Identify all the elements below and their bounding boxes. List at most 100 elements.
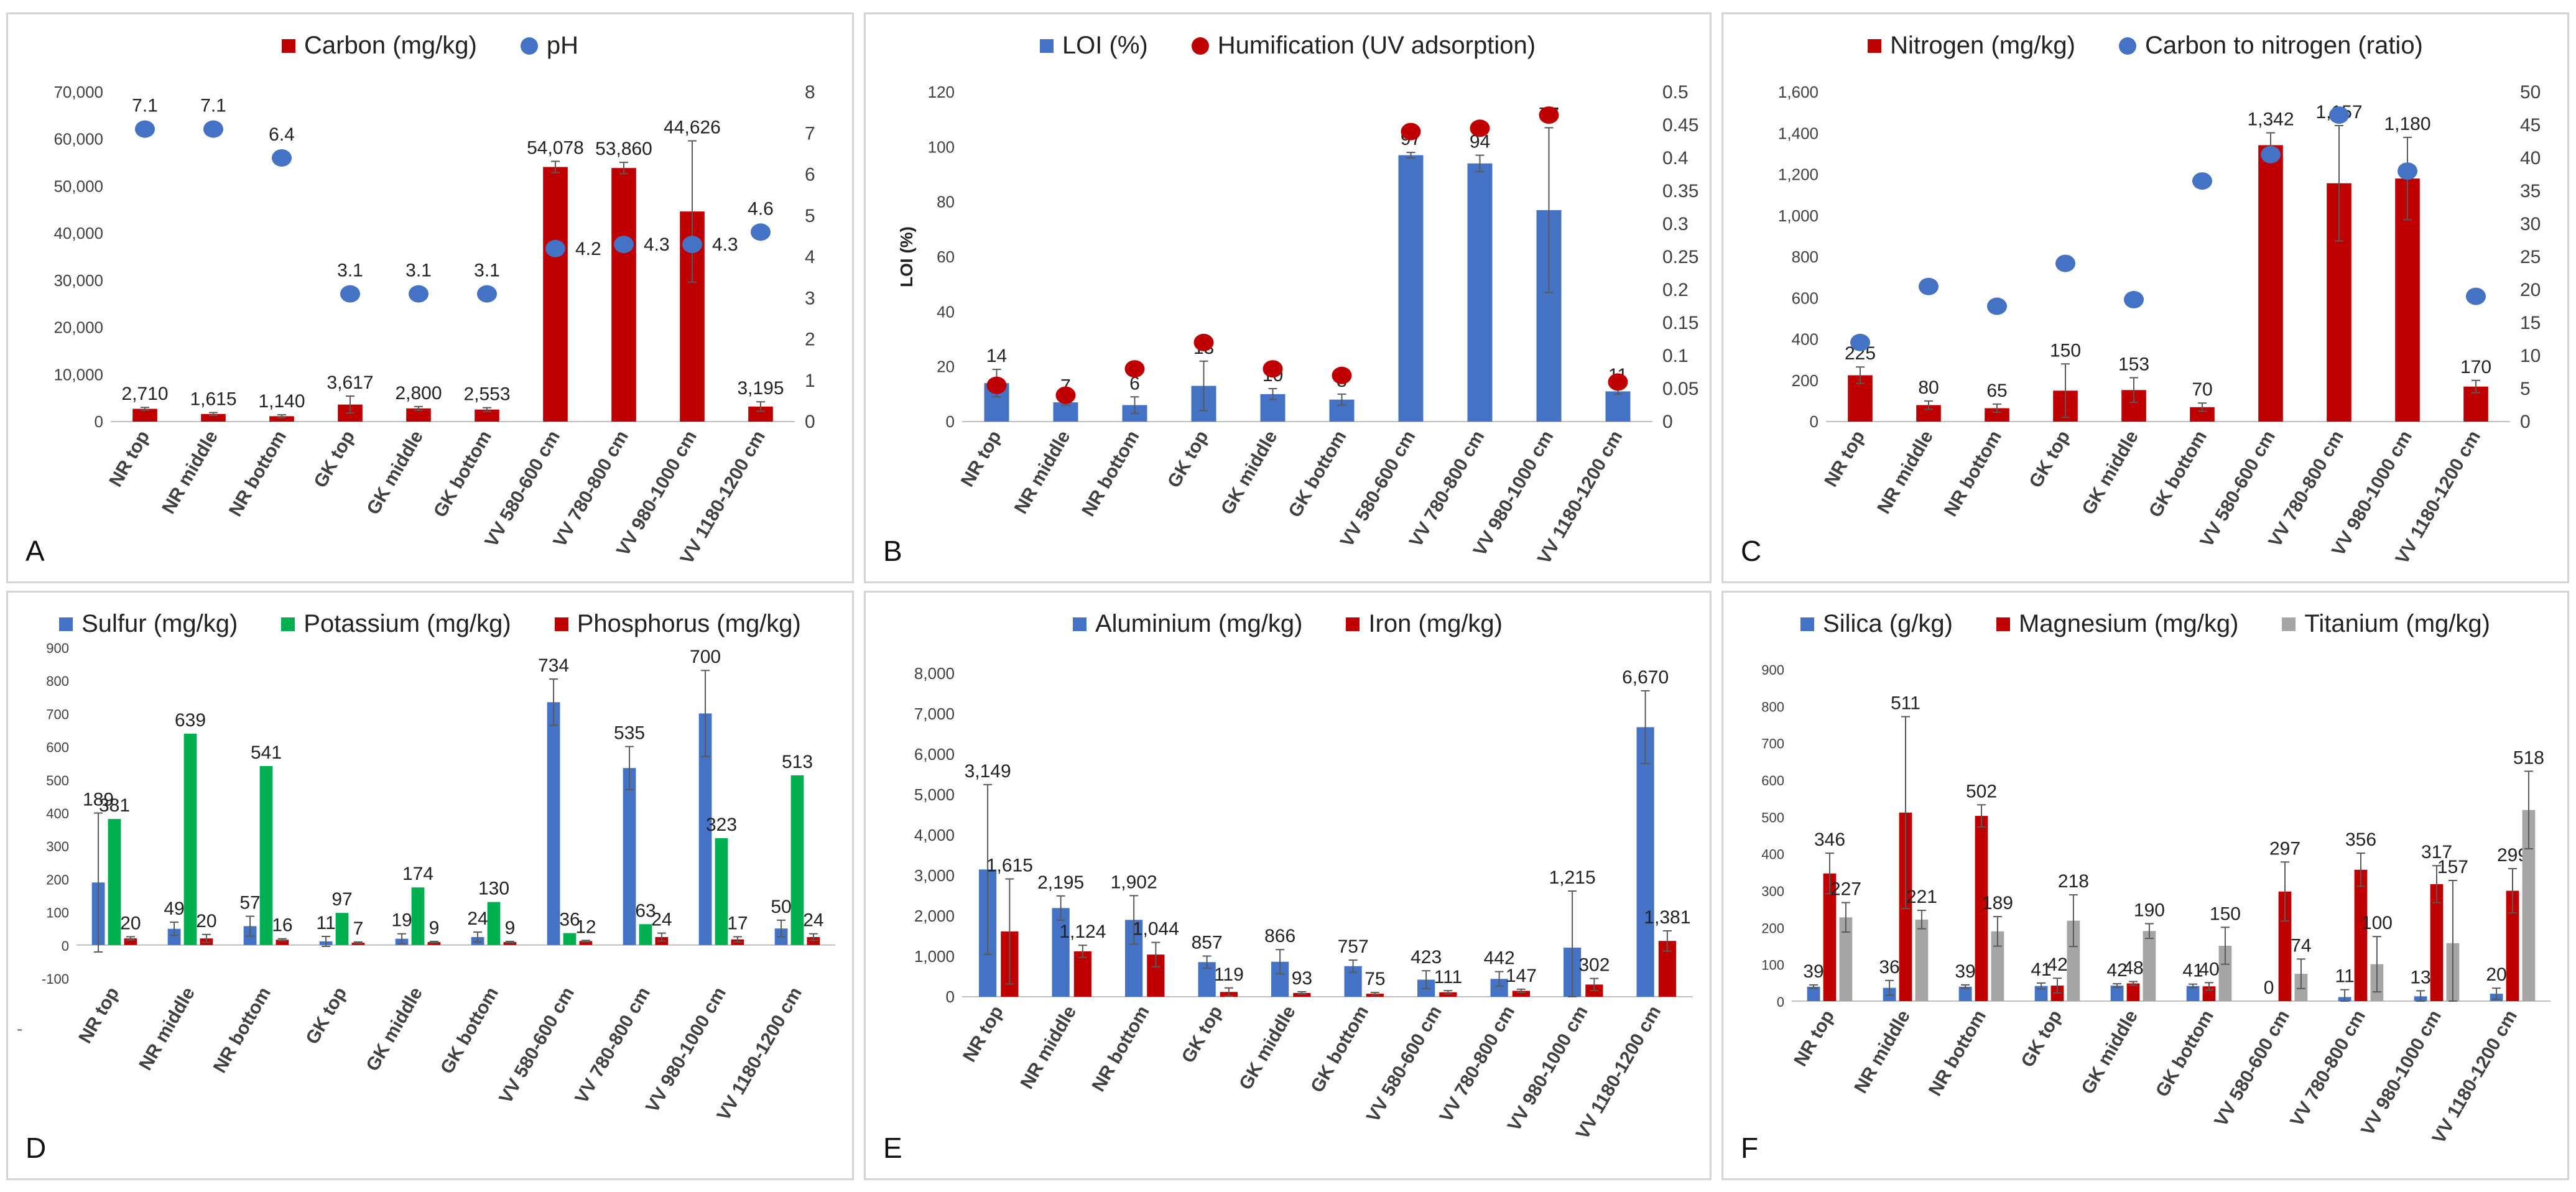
data-label: 1,615 (986, 856, 1033, 876)
data-label: 93 (1292, 968, 1312, 989)
legend-swatch-c-1 (2118, 37, 2136, 55)
data-label: 1,124 (1059, 922, 1106, 942)
bar-f-1-9 (2506, 890, 2519, 1001)
ytick-label: 1,000 (914, 947, 955, 966)
ytick-label: 3,000 (914, 866, 955, 885)
scatter-point-b-3 (1193, 333, 1214, 351)
bar-f-2-2 (1991, 931, 2004, 1001)
y2tick-label: 10 (2520, 346, 2541, 366)
bar-d-2-4 (427, 942, 441, 945)
data-label: 700 (690, 647, 721, 667)
data-label: 190 (2134, 900, 2165, 920)
bar-c-0-5 (2190, 407, 2215, 422)
xtick-label: GK top (1164, 427, 1213, 491)
bar-d-1-7 (639, 924, 652, 945)
ytick-label: 400 (46, 806, 69, 821)
scatter-point-c-1 (1919, 277, 1939, 295)
xtick-label: NR middle (135, 984, 199, 1074)
data-label: 20 (120, 913, 141, 934)
legend-item-c-1: Carbon to nitrogen (ratio) (2118, 32, 2423, 60)
data-label: 1,615 (190, 389, 236, 410)
bar-f-1-8 (2430, 884, 2444, 1001)
ytick-label: 8,000 (914, 664, 955, 683)
y2tick-label: 0.3 (1662, 214, 1689, 234)
ytick-label: 0 (95, 412, 103, 431)
data-label: 1,902 (1111, 872, 1157, 892)
xtick-label: NR bottom (225, 427, 290, 520)
legend-label-d-2: Phosphorus (mg/kg) (577, 610, 801, 637)
bar-d-1-1 (183, 733, 197, 945)
chart-panel-e: Aluminium (mg/kg) Iron (mg/kg) 0 1,000 2,00… (864, 591, 1712, 1180)
y2tick-label: 25 (2520, 247, 2541, 267)
legend-item-d-1: Potassium (mg/kg) (281, 610, 511, 638)
panel-letter-b: B (883, 535, 902, 567)
xtick-label: NR top (957, 427, 1006, 491)
data-label: 1,342 (2247, 109, 2294, 130)
data-label: 19 (391, 910, 412, 931)
bar-f-2-0 (1839, 917, 1853, 1001)
data-label: 6 (1129, 373, 1140, 394)
scatter-point-a-6 (545, 239, 565, 257)
chart-c: 0 200 400 600 800 1,000 1,200 1,400 1,600 0 5 10 15 2… (1778, 82, 2541, 568)
data-label: 36 (1879, 957, 1899, 977)
ytick-label: 70,000 (53, 83, 103, 101)
scatter-point-c-4 (2124, 290, 2144, 308)
scatter-point-b-7 (1470, 119, 1490, 137)
data-label: 381 (99, 795, 130, 816)
scatter-point-c-2 (1987, 297, 2007, 315)
legend-c: Nitrogen (mg/kg) Carbon to nitrogen (rati… (1723, 32, 2567, 60)
bar-d-1-6 (563, 933, 577, 945)
data-label: 1,140 (258, 391, 305, 412)
y2tick-label: 0.15 (1662, 313, 1698, 333)
xtick-label: NR top (959, 1002, 1008, 1066)
xtick-label: VV 780-800 cm (549, 427, 632, 551)
bar-d-0-1 (167, 928, 181, 945)
data-label: 153 (2118, 354, 2149, 374)
ytick-label: 100 (1761, 958, 1784, 973)
ytick-label: 2,000 (914, 907, 955, 925)
data-label: 36 (559, 910, 580, 930)
legend-a: Carbon (mg/kg) pH (8, 32, 852, 60)
data-label: 147 (1506, 966, 1537, 986)
xtick-label: VV 580-600 cm (1363, 1002, 1446, 1126)
chart-a: 0 10,000 20,000 30,000 40,000 50,000 60,000 70,… (53, 82, 815, 568)
ytick-label: 900 (1761, 662, 1784, 678)
legend-b: LOI (%) Humification (UV adsorption) (866, 32, 1710, 60)
bar-f-0-2 (1958, 986, 1972, 1001)
data-label: 218 (2058, 871, 2089, 892)
ytick-label: 5,000 (914, 785, 955, 804)
scatter-label: 4.6 (748, 198, 774, 219)
ytick-label: 7,000 (914, 705, 955, 723)
ytick-label: -100 (42, 971, 69, 987)
y-axis-title: LOI (%) (897, 226, 916, 287)
data-label: 119 (1214, 964, 1244, 985)
y2tick-label: 0.25 (1662, 247, 1698, 267)
ytick-label: 0 (946, 412, 955, 431)
legend-f: Silica (g/kg) Magnesium (mg/kg) Titanium (… (1723, 610, 2567, 638)
xtick-label: NR bottom (210, 984, 275, 1076)
data-label: 20 (2486, 964, 2506, 985)
data-label: 518 (2513, 747, 2544, 768)
data-label: 150 (2210, 903, 2241, 924)
y2tick-label: 35 (2520, 181, 2541, 201)
data-label: 3,149 (965, 761, 1011, 782)
ytick-label: 40 (937, 302, 955, 321)
data-label: 24 (651, 910, 672, 930)
bar-a-0-5 (475, 409, 499, 422)
data-label: 16 (272, 915, 292, 936)
legend-d: Sulfur (mg/kg) Potassium (mg/kg) Phosphoru… (8, 610, 852, 638)
bar-e-1-7 (1512, 991, 1530, 997)
data-label: 323 (706, 815, 737, 835)
chart-panel-d: Sulfur (mg/kg) Potassium (mg/kg) Phosphoru… (6, 591, 854, 1180)
data-label: 317 (2421, 842, 2452, 862)
chart-e: 0 1,000 2,000 3,000 4,000 5,000 6,000 7,000 8,00… (914, 664, 1693, 1143)
y2tick-label: 50 (2520, 82, 2541, 103)
y2tick-label: 5 (805, 206, 815, 226)
legend-item-d-2: Phosphorus (mg/kg) (554, 610, 801, 638)
ytick-label: 60,000 (53, 130, 103, 149)
data-label: 2,553 (463, 384, 510, 405)
data-label: 11 (2335, 966, 2354, 987)
ytick-label: 1,600 (1778, 83, 1818, 101)
scatter-label: 4.3 (712, 234, 738, 255)
xtick-label: VV 980-1000 cm (2357, 1007, 2445, 1139)
